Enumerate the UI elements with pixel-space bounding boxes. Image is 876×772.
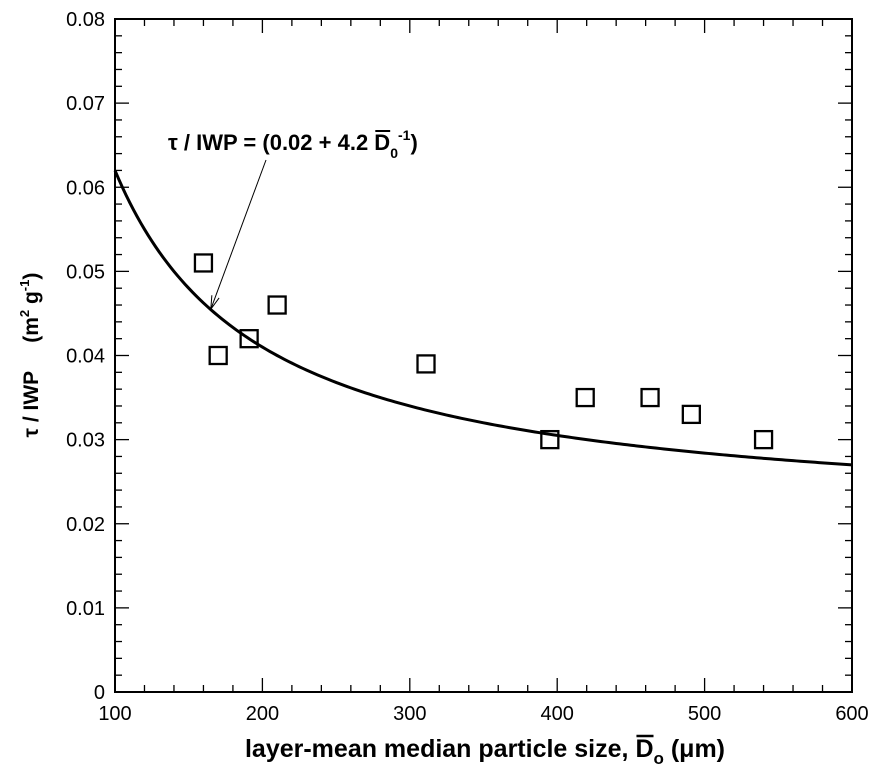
x-tick-label: 600 [835,703,868,725]
data-point-square [681,404,701,425]
y-tick-label: 0.02 [66,514,105,536]
y-tick-label: 0.01 [66,598,105,620]
x-axis-title-symbol: D [635,735,653,763]
x-axis-title-unit: (μm) [664,735,725,763]
annotation-text: τ / IWP = (0.02 + 4.2 D0-1) [168,127,418,161]
y-tick-label: 0.06 [66,177,105,199]
x-tick-label: 200 [246,703,279,725]
fit-annotation: τ / IWP = (0.02 + 4.2 D0-1) [168,127,418,311]
axis-ticks [114,18,853,693]
data-point-square [416,354,436,374]
data-point-square [239,329,259,349]
y-tick-label: 0 [94,682,105,704]
x-tick-label: 500 [688,703,721,725]
x-axis-title: layer-mean median particle size, Do (μm) [245,734,725,768]
fit-curve [113,169,853,467]
x-tick-label: 100 [98,703,131,725]
annotation-suffix: ) [410,130,417,155]
tick-labels: 100 200 300 400 500 600 0 0.01 0.02 0.03 0.04 0.05 0… [66,9,869,725]
annotation-superscript: -1 [398,127,411,143]
y-tick-label: 0.05 [66,261,105,283]
data-point-square [208,345,228,366]
fit-curve-layer [113,169,853,467]
x-axis-title-text: layer-mean median particle size, Do (μm) [245,735,725,768]
data-point-square [640,387,660,408]
data-point-square [540,429,560,450]
annotation-arrow-line [210,159,267,310]
data-point-square [193,253,214,273]
y-axis-title-unit-mid: g [20,291,43,310]
y-axis-title-text: τ / IWP (m2 g-1) [17,273,43,438]
x-tick-label: 300 [393,703,426,725]
x-axis-title-prefix: layer-mean median particle size, [245,735,635,763]
y-tick-label: 0.03 [66,430,105,452]
annotation-symbol: D [374,130,390,155]
y-axis-title-unit-close: ) [20,273,43,280]
y-tick-label: 0.07 [66,93,105,115]
annotation-subscript: 0 [390,145,398,161]
data-points [193,253,774,450]
y-axis-title-unit-open: (m [20,317,43,343]
x-tick-label: 400 [541,703,574,725]
data-point-square [753,429,774,450]
data-point-square [575,387,595,408]
y-axis-title-exp1: 2 [17,310,32,317]
y-axis-title-exp2: -1 [17,280,32,292]
data-point-square [267,295,287,315]
y-tick-label: 0.04 [66,346,105,368]
x-axis-title-subscript: o [654,749,664,768]
y-axis-title: τ / IWP (m2 g-1) [17,273,43,438]
y-axis-title-main: τ / IWP [20,371,43,438]
y-tick-label: 0.08 [66,9,105,31]
annotation-arrow-head [210,295,220,311]
annotation-prefix: τ / IWP = (0.02 + 4.2 [168,130,374,155]
